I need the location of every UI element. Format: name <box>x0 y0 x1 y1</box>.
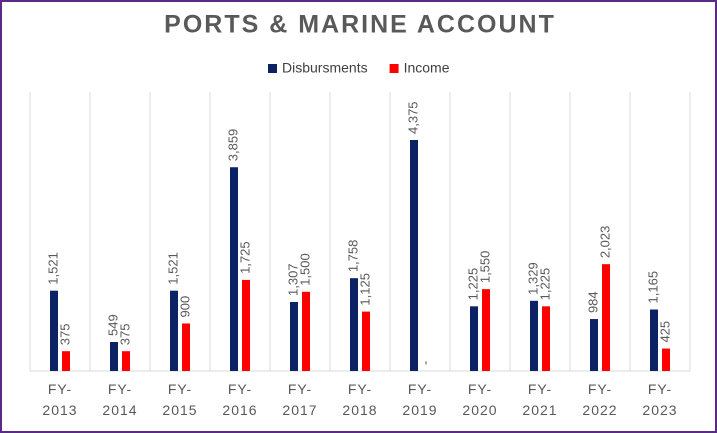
data-label: 1,225 <box>537 268 552 301</box>
bar <box>50 290 58 371</box>
bar <box>350 278 358 371</box>
bar <box>410 140 418 371</box>
bar <box>170 290 178 371</box>
bar <box>482 289 490 371</box>
bar <box>362 311 370 371</box>
legend-label: Income <box>404 60 450 76</box>
bar <box>542 306 550 371</box>
data-label: 375 <box>117 323 132 345</box>
x-tick-label: FY- 2013 <box>42 381 77 418</box>
legend-swatch <box>268 64 277 73</box>
bar <box>290 301 298 371</box>
data-label: 1,125 <box>357 273 372 306</box>
x-tick-line: FY- <box>588 381 612 397</box>
x-tick-line: 2023 <box>642 402 677 418</box>
data-label: 2,023 <box>597 226 612 259</box>
x-tick-line: FY- <box>528 381 552 397</box>
legend-swatch <box>389 64 399 73</box>
x-tick-label: FY- 2015 <box>162 381 197 418</box>
x-tick-line: 2018 <box>342 402 377 418</box>
data-label: 549 <box>105 314 120 336</box>
data-label: 1,521 <box>165 252 180 285</box>
data-label: - <box>417 361 432 365</box>
x-tick-line: 2020 <box>462 402 497 418</box>
data-label: 1,500 <box>297 253 312 286</box>
x-tick-line: FY- <box>348 381 372 397</box>
data-label: 1,725 <box>237 241 252 274</box>
data-label: 1,329 <box>525 262 540 295</box>
x-tick-line: 2022 <box>582 402 617 418</box>
x-tick-line: FY- <box>288 381 312 397</box>
bar <box>650 309 658 371</box>
bar <box>182 323 190 371</box>
x-tick-line: FY- <box>408 381 432 397</box>
x-tick-label: FY- 2014 <box>102 381 137 418</box>
bar <box>470 306 478 371</box>
data-label: 984 <box>585 291 600 313</box>
x-tick-label: FY- 2017 <box>282 381 317 418</box>
bar <box>62 351 70 371</box>
chart-title: PORTS & MARINE ACCOUNT <box>164 11 556 39</box>
bar <box>590 319 598 371</box>
bar <box>110 342 118 371</box>
data-label: 900 <box>177 296 192 318</box>
data-label: 1,550 <box>477 251 492 284</box>
bar <box>230 167 238 371</box>
bar <box>530 300 538 371</box>
bar <box>302 291 310 371</box>
data-label: 4,375 <box>405 101 420 134</box>
data-label: 1,521 <box>45 252 60 285</box>
x-tick-label: FY- 2018 <box>342 381 377 418</box>
x-tick-line: 2014 <box>102 402 137 418</box>
bar <box>602 264 610 371</box>
data-label: 1,165 <box>645 271 660 304</box>
x-tick-label: FY- 2022 <box>582 381 617 418</box>
bar <box>122 351 130 371</box>
x-tick-line: 2017 <box>282 402 317 418</box>
data-label: 1,307 <box>285 263 300 296</box>
x-tick-line: 2013 <box>42 402 77 418</box>
data-label: 1,758 <box>345 240 360 273</box>
x-tick-label: FY- 2016 <box>222 381 257 418</box>
x-tick-line: 2019 <box>402 402 437 418</box>
x-tick-line: FY- <box>648 381 672 397</box>
data-label: 375 <box>57 323 72 345</box>
x-tick-line: FY- <box>228 381 252 397</box>
x-tick-line: FY- <box>108 381 132 397</box>
data-label: 1,225 <box>465 268 480 301</box>
x-tick-line: FY- <box>168 381 192 397</box>
x-tick-line: 2015 <box>162 402 197 418</box>
x-tick-line: 2021 <box>522 402 557 418</box>
x-tick-line: FY- <box>48 381 72 397</box>
x-tick-line: 2016 <box>222 402 257 418</box>
x-tick-label: FY- 2020 <box>462 381 497 418</box>
x-tick-line: FY- <box>468 381 492 397</box>
legend-label: Disbursments <box>282 60 368 76</box>
bar <box>662 348 670 371</box>
data-label: 3,859 <box>225 129 240 162</box>
x-tick-label: FY- 2019 <box>402 381 437 418</box>
x-tick-label: FY- 2023 <box>642 381 677 418</box>
data-label: 425 <box>657 321 672 343</box>
x-tick-label: FY- 2021 <box>522 381 557 418</box>
bar <box>242 279 250 371</box>
